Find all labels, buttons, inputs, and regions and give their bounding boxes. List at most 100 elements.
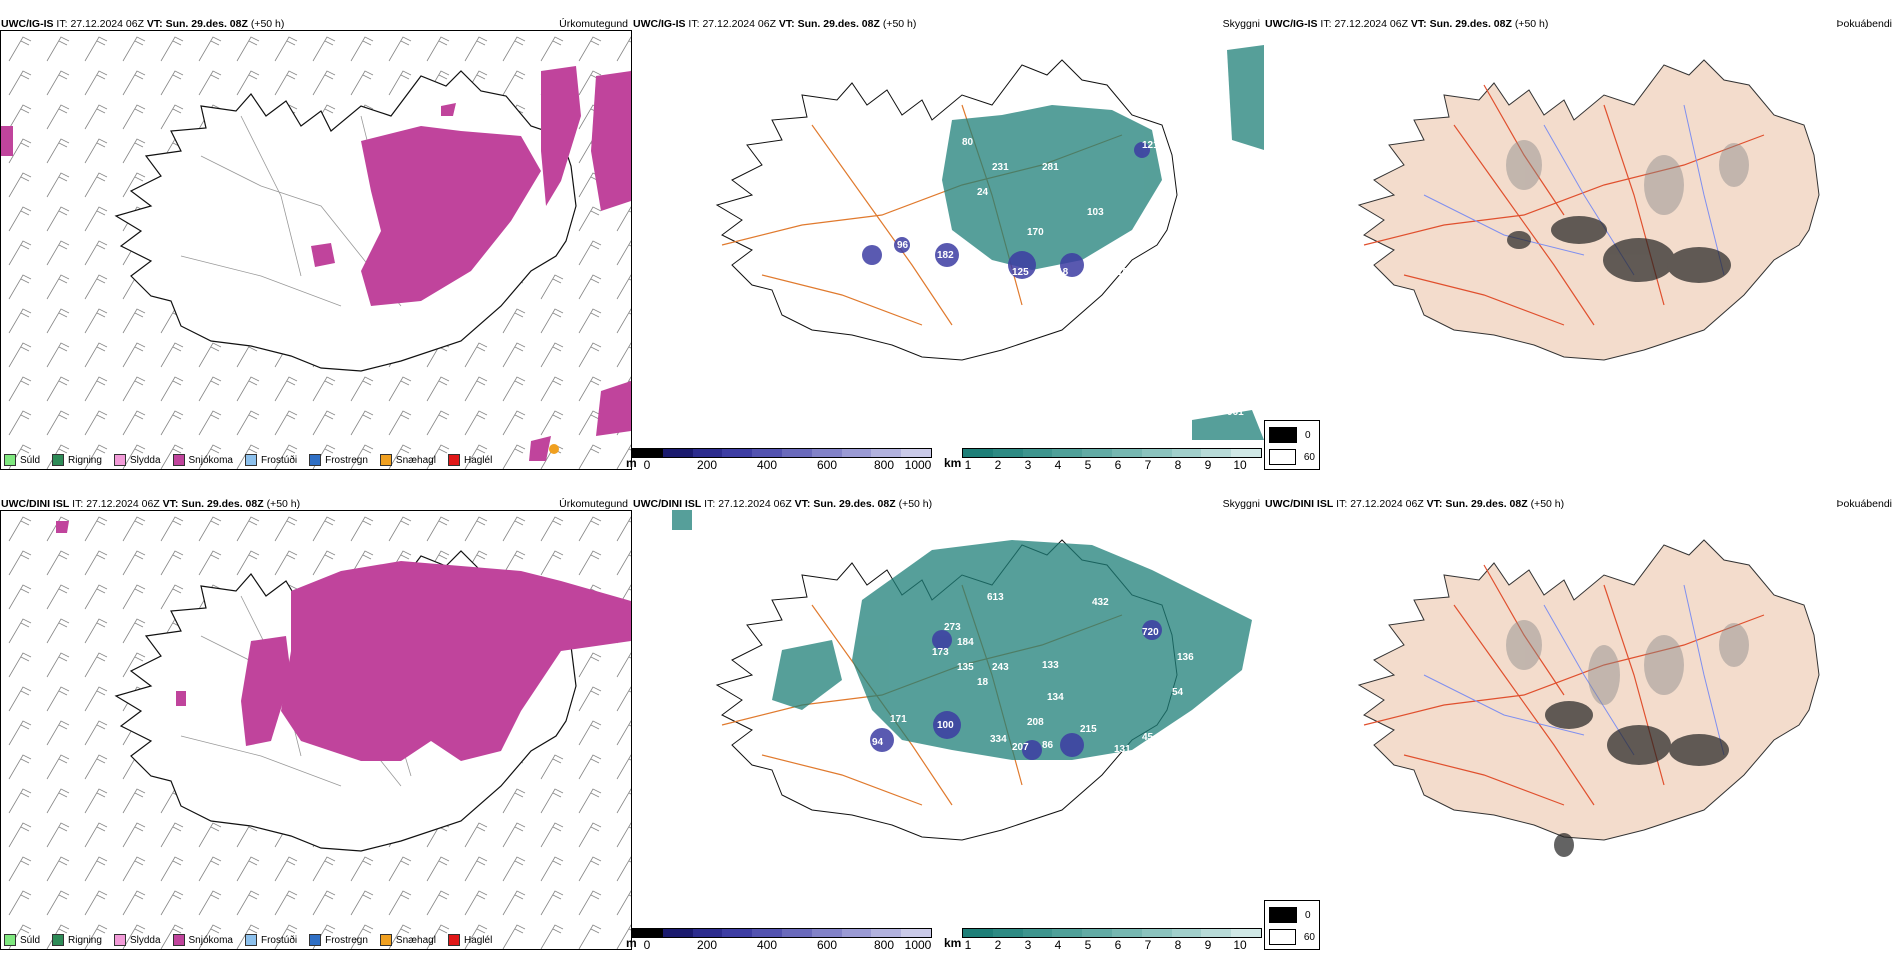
svg-text:182: 182: [937, 250, 954, 261]
low-visibility-areas: [672, 510, 1252, 760]
svg-text:720: 720: [1142, 627, 1159, 638]
fog-map: [1264, 30, 1896, 470]
visibility-scale: [962, 928, 1262, 938]
legend-swatch: [379, 934, 392, 946]
svg-text:100: 100: [937, 720, 954, 731]
panel-title: Skyggni: [1222, 18, 1260, 30]
svg-text:45: 45: [1142, 732, 1154, 743]
elevation-scale: [632, 928, 932, 938]
legend-swatch: [52, 454, 65, 466]
legend-swatch: [113, 934, 126, 946]
svg-text:273: 273: [944, 622, 961, 633]
legend-swatch: [4, 454, 16, 466]
legend-swatch: [244, 934, 257, 946]
svg-text:613: 613: [987, 592, 1004, 603]
legend-swatch: [447, 934, 460, 946]
fog-swatch-dark: [1269, 427, 1297, 443]
svg-text:184: 184: [957, 637, 974, 648]
svg-text:961: 961: [1227, 407, 1244, 418]
panel-title: Þokuábendi: [1836, 18, 1892, 30]
svg-text:134: 134: [1047, 692, 1064, 703]
svg-text:215: 215: [1080, 724, 1097, 735]
svg-text:432: 432: [1092, 597, 1109, 608]
svg-text:186: 186: [1177, 162, 1194, 173]
fog-swatch-light: [1269, 929, 1296, 945]
elevation-unit: m: [626, 456, 637, 470]
legend-swatch: [379, 454, 392, 466]
legend-swatch: [244, 454, 257, 466]
precip-legend: Súld Rigning Slydda Snjókoma Frostúði Fr…: [4, 454, 492, 466]
low-visibility-areas: [942, 45, 1264, 440]
panel-title: Þokuábendi: [1836, 498, 1892, 510]
svg-text:80: 80: [962, 137, 974, 148]
visibility-ticks: 1 2 3 4 5 6 7 8 9 10: [964, 458, 1247, 472]
svg-text:207: 207: [1012, 742, 1029, 753]
elevation-colorbar: m 0 200 400 600 800 1000: [626, 448, 932, 474]
legend-swatch: [172, 454, 185, 466]
precip-legend: Súld Rigning Slydda Snjókoma Frostúði Fr…: [4, 934, 492, 946]
elevation-ticks: 0 200 400 600 800 1000: [643, 938, 932, 952]
visibility-scale: [962, 448, 1262, 458]
legend-item: Snæhagl: [379, 454, 436, 466]
svg-text:30: 30: [872, 267, 884, 278]
panel-header: UWC/DINI ISL IT: 27.12.2024 06Z VT: Sun.…: [633, 498, 933, 510]
legend-swatch: [52, 934, 65, 946]
svg-text:208: 208: [1027, 717, 1044, 728]
panel-header: UWC/DINI ISL IT: 27.12.2024 06Z VT: Sun.…: [1265, 498, 1565, 510]
elevation-ticks: 0 200 400 600 800 1000: [643, 458, 932, 472]
visibility-labels: 80 231 24 281 121 186 103 170 182 96 60 …: [872, 137, 1244, 418]
svg-text:231: 231: [992, 162, 1009, 173]
precip-map: [0, 510, 632, 950]
svg-text:24: 24: [977, 187, 989, 198]
legend-item: Slydda: [113, 934, 161, 946]
visibility-ticks: 1 2 3 4 5 6 7 8 9 10: [964, 938, 1247, 952]
svg-text:153: 153: [1117, 267, 1134, 278]
terrain-highlights: [870, 620, 1162, 760]
panel-fog-igis: UWC/IG-IS IT: 27.12.2024 06Z VT: Sun. 29…: [1264, 10, 1896, 474]
svg-text:96: 96: [897, 240, 909, 251]
fog-map: [1264, 510, 1896, 950]
visibility-unit: km: [944, 936, 962, 950]
panel-title: Skyggni: [1222, 498, 1260, 510]
legend-item: Rigning: [52, 934, 102, 946]
terrain-highlights: [862, 142, 1150, 279]
legend-item: Súld: [4, 934, 40, 946]
fog-swatch-light: [1269, 449, 1296, 465]
legend-item: Haglél: [447, 454, 492, 466]
visibility-colorbar: km 1 2 3 4 5 6 7 8 9 10: [944, 928, 1262, 954]
panel-header: UWC/IG-IS IT: 27.12.2024 06Z VT: Sun. 29…: [1265, 18, 1549, 30]
legend-item: Rigning: [52, 454, 102, 466]
visibility-labels: 613 432 273 184 173 135 243 133 18 720 1…: [872, 592, 1194, 755]
svg-text:94: 94: [872, 737, 884, 748]
snow-areas: [56, 521, 631, 761]
panel-title: Úrkomutegund: [559, 18, 628, 30]
panel-title: Úrkomutegund: [559, 498, 628, 510]
legend-item: Frostúði: [244, 454, 297, 466]
legend-item: Haglél: [447, 934, 492, 946]
legend-item: Frostregn: [309, 454, 368, 466]
legend-item: Frostregn: [309, 934, 368, 946]
visibility-map: 80 231 24 281 121 186 103 170 182 96 60 …: [632, 30, 1264, 470]
svg-text:133: 133: [1042, 660, 1059, 671]
elevation-scale: [632, 448, 932, 458]
svg-text:54: 54: [1172, 687, 1184, 698]
legend-swatch: [4, 934, 16, 946]
svg-text:170: 170: [1027, 227, 1044, 238]
legend-swatch: [447, 454, 460, 466]
legend-swatch: [172, 934, 185, 946]
svg-text:281: 281: [1042, 162, 1059, 173]
panel-precip-type-igis: UWC/IG-IS IT: 27.12.2024 06Z VT: Sun. 29…: [0, 10, 632, 474]
svg-text:86: 86: [1042, 740, 1054, 751]
panel-header: UWC/IG-IS IT: 27.12.2024 06Z VT: Sun. 29…: [1, 18, 285, 30]
panel-header: UWC/IG-IS IT: 27.12.2024 06Z VT: Sun. 29…: [633, 18, 917, 30]
svg-text:125: 125: [1012, 267, 1029, 278]
precip-map: [0, 30, 632, 470]
svg-text:135: 135: [957, 662, 974, 673]
legend-item: Snæhagl: [379, 934, 436, 946]
svg-text:121: 121: [1142, 140, 1159, 151]
legend-item: Frostúði: [244, 934, 297, 946]
fog-legend: 0 60: [1264, 900, 1320, 950]
svg-text:118: 118: [1052, 267, 1069, 278]
legend-item: Snjókoma: [172, 934, 233, 946]
svg-text:334: 334: [990, 734, 1007, 745]
